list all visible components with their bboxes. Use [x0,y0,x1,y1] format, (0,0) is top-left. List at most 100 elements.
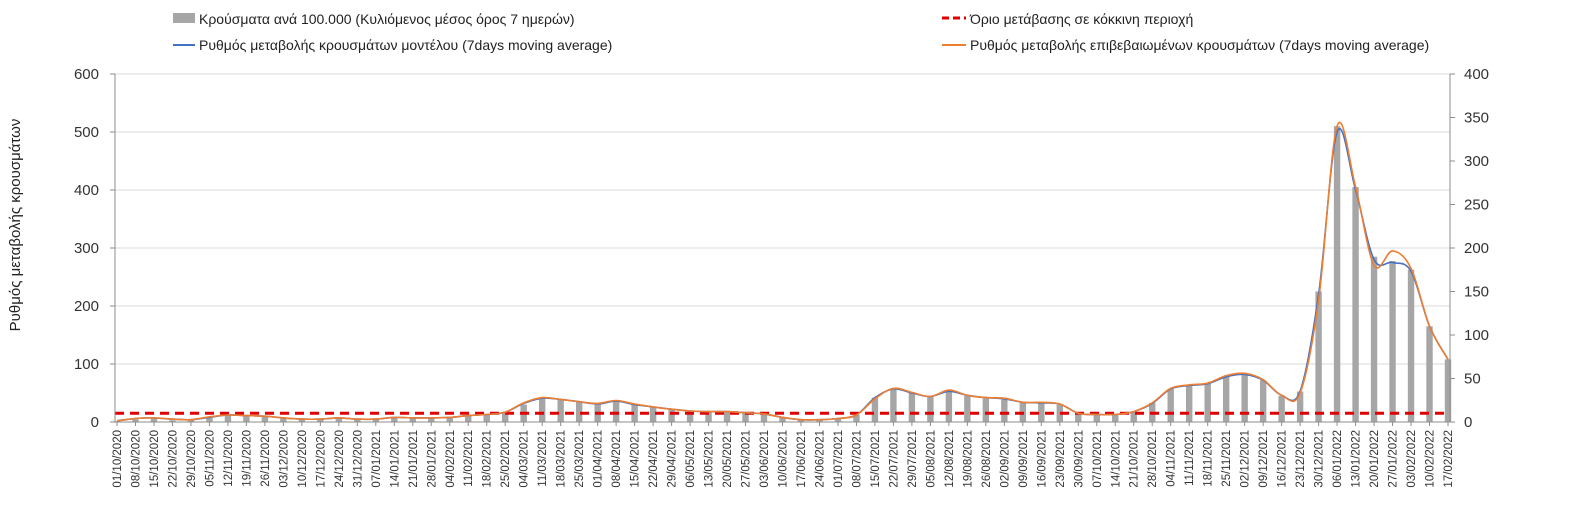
bar-71 [1426,326,1433,422]
y-tick-left-label-4: 400 [74,182,99,199]
x-tick-label-31: 06/05/2021 [685,430,697,488]
bar-29 [649,407,657,422]
bar-44 [927,396,934,422]
bar-66 [1333,126,1341,422]
y-tick-left-label-3: 300 [74,240,99,257]
model-rate-line [116,128,1449,422]
bar-68 [1370,256,1378,422]
bar-41 [871,397,879,422]
bar-13 [354,419,361,422]
legend-item-model: Ρυθμός μεταβολής κρουσμάτων μοντέλου (7d… [173,37,612,53]
x-tick-label-19: 11/02/2021 [463,430,475,487]
bar-12 [335,418,343,422]
x-tick-label-28: 15/04/2021 [630,430,642,488]
bar-67 [1352,187,1359,422]
bar-28 [631,404,638,422]
bar-14 [372,419,380,422]
legend-label-bars: Κρούσματα ανά 100.000 (Κυλιόμενος μέσος … [199,11,575,27]
x-tick-label-43: 29/07/2021 [907,430,919,488]
x-tick-label-32: 13/05/2021 [704,430,716,488]
bar-58 [1185,385,1193,422]
bar-43 [908,392,916,422]
y-ticks-right: 0 50 100 150 200 250 300 350 400 [1450,66,1489,431]
x-tick-label-72: 17/02/2022 [1443,430,1455,488]
bar-5 [206,417,213,422]
bar-46 [964,395,971,422]
x-tick-label-52: 30/09/2021 [1073,430,1085,488]
bar-25 [575,401,583,422]
bar-50 [1038,402,1045,422]
bar-17 [428,418,435,422]
x-tick-label-56: 28/10/2021 [1147,430,1159,488]
confirmed-rate-line [116,121,1449,422]
y-tick-right-label-2: 100 [1464,327,1489,344]
x-tick-label-8: 26/11/2020 [260,430,272,487]
bar-54 [1112,414,1119,422]
x-tick-label-2: 15/10/2020 [149,430,161,488]
x-tick-label-44: 05/08/2021 [925,430,937,488]
y-tick-right-label-7: 350 [1464,110,1489,127]
bar-16 [409,418,416,422]
x-tick-label-46: 19/08/2021 [962,430,974,488]
legend-label-confirmed: Ρυθμός μεταβολής επιβεβαιωμένων κρουσμάτ… [970,37,1429,53]
grid [115,73,1450,365]
x-tick-label-57: 04/11/2021 [1166,430,1178,487]
y-tick-right-label-8: 400 [1464,66,1489,83]
bar-52 [1075,413,1082,422]
x-tick-label-14: 07/01/2021 [371,430,383,488]
x-tick-label-26: 01/04/2021 [593,430,605,488]
bar-31 [686,411,694,422]
bar-48 [1001,399,1008,422]
x-tick-label-51: 23/09/2021 [1055,430,1067,488]
x-ticks: 01/10/2020 08/10/2020 15/10/2020 22/10/2020… [112,422,1455,488]
x-tick-label-39: 01/07/2021 [833,430,845,488]
y-axis-title: Ρυθμός μεταβολής κρουσμάτων [7,119,24,332]
x-tick-label-64: 23/12/2021 [1295,430,1307,488]
x-tick-label-1: 08/10/2020 [131,430,143,488]
legend-swatch-bars [173,13,195,23]
bar-55 [1130,411,1137,422]
x-tick-label-5: 05/11/2020 [204,430,216,487]
legend-item-bars: Κρούσματα ανά 100.000 (Κυλιόμενος μέσος … [173,11,575,27]
x-tick-label-27: 08/04/2021 [611,430,623,488]
x-tick-label-9: 03/12/2020 [278,430,290,488]
bar-65 [1315,291,1322,422]
x-tick-label-54: 14/10/2021 [1110,430,1122,488]
bar-40 [853,415,860,422]
bar-37 [797,419,805,422]
bar-18 [446,417,453,422]
bar-70 [1407,269,1415,422]
y-tick-left-label-1: 100 [74,356,99,373]
y-tick-right-label-4: 200 [1464,240,1489,257]
x-tick-label-58: 11/11/2021 [1184,430,1196,486]
y-tick-left-label-0: 0 [91,414,99,431]
lines-series [116,121,1449,422]
x-tick-label-7: 19/11/2020 [241,430,253,487]
bar-23 [538,398,546,422]
bar-69 [1389,261,1396,422]
legend-label-model: Ρυθμός μεταβολής κρουσμάτων μοντέλου (7d… [199,37,612,53]
x-tick-label-71: 10/02/2022 [1425,430,1437,488]
x-tick-label-0: 01/10/2020 [112,430,124,488]
x-tick-label-16: 21/01/2021 [408,430,420,488]
x-tick-label-69: 27/01/2022 [1388,430,1400,488]
bar-7 [243,415,250,422]
bar-35 [760,414,768,422]
bar-72 [1444,359,1452,422]
bar-32 [705,412,712,422]
legend-item-threshold: Όριο μετάβασης σε κόκκινη περιοχή [942,11,1193,27]
x-tick-label-12: 24/12/2020 [334,430,346,488]
bar-63 [1278,395,1285,422]
bar-3 [169,420,176,422]
x-tick-label-38: 24/06/2021 [815,430,827,488]
x-tick-label-59: 18/11/2021 [1203,430,1215,487]
x-tick-label-45: 12/08/2021 [944,430,956,488]
x-tick-label-18: 04/02/2021 [445,430,457,488]
x-tick-label-21: 25/02/2021 [500,430,512,488]
bar-9 [280,418,287,422]
bar-15 [391,417,398,422]
x-tick-label-33: 20/05/2021 [722,430,734,488]
x-tick-label-30: 29/04/2021 [667,430,679,488]
bar-6 [224,415,232,422]
